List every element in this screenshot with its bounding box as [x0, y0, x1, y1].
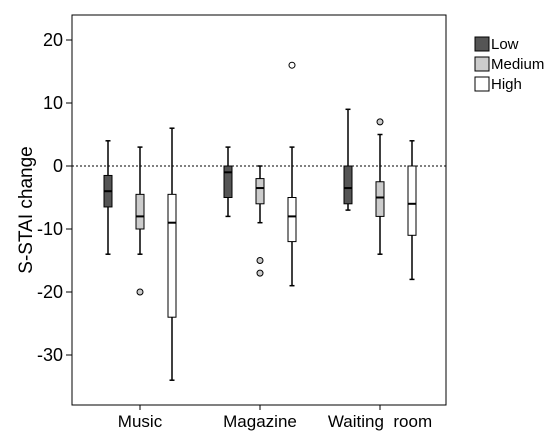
y-tick-label: 10 — [43, 93, 63, 113]
outlier-point — [376, 118, 384, 126]
iqr-box — [223, 165, 233, 198]
legend-label-medium: Medium — [491, 56, 544, 73]
iqr-box — [407, 165, 417, 236]
iqr-box — [167, 193, 177, 318]
boxes-layer — [103, 61, 417, 381]
legend-swatch-medium — [474, 56, 490, 72]
y-tick-label: -10 — [37, 219, 63, 239]
legend-label-low: Low — [491, 36, 519, 53]
iqr-box — [343, 165, 353, 205]
x-tick-label: Music — [118, 412, 163, 431]
box-low-3 — [343, 108, 353, 211]
x-tick-label: Magazine — [223, 412, 297, 431]
outlier-point — [288, 61, 296, 69]
iqr-box — [287, 197, 297, 243]
legend-label-high: High — [491, 76, 522, 93]
y-axis: 20 10 0 -10 -20 -30 — [37, 30, 72, 365]
legend-swatch-low — [474, 36, 490, 52]
box-low-1 — [103, 140, 113, 255]
legend: Low Medium High — [474, 36, 544, 93]
outlier-point — [136, 288, 144, 296]
iqr-box — [255, 178, 265, 205]
iqr-box — [135, 193, 145, 230]
outlier-point — [256, 269, 264, 277]
box-medium-3 — [375, 118, 385, 255]
box-high-3 — [407, 140, 417, 281]
y-axis-label: S-STAI change — [16, 146, 37, 273]
y-tick-label: 20 — [43, 30, 63, 50]
x-axis: Music Magazine Waiting room — [118, 405, 432, 431]
box-medium-1 — [135, 146, 145, 296]
x-tick-label: Waiting room — [328, 412, 432, 431]
box-high-2 — [287, 61, 297, 287]
box-medium-2 — [255, 165, 265, 277]
plot-area — [71, 14, 447, 406]
y-tick-label: -20 — [37, 282, 63, 302]
outlier-point — [256, 257, 264, 264]
y-tick-label: -30 — [37, 345, 63, 365]
legend-swatch-high — [474, 76, 490, 92]
iqr-box — [375, 181, 385, 217]
y-tick-label: 0 — [53, 156, 63, 176]
box-high-1 — [167, 127, 177, 381]
box-low-2 — [223, 146, 233, 218]
